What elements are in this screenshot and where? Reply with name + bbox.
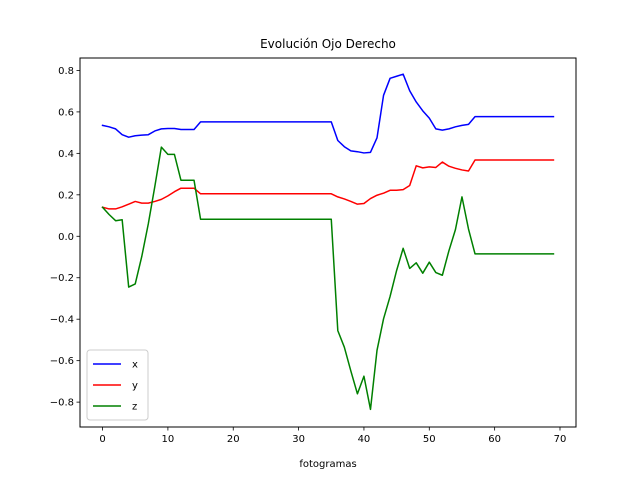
series-line-x [101, 73, 555, 154]
series-layer [101, 73, 555, 411]
x-tick-label: 30 [292, 434, 305, 445]
legend-label-x: x [132, 360, 138, 371]
y-tick-label: 0.0 [58, 232, 74, 243]
legend-label-y: y [132, 381, 138, 392]
y-tick-label: 0.8 [58, 66, 74, 77]
series-line-z [101, 146, 555, 411]
y-tick-label: 0.4 [58, 149, 74, 160]
y-tick-label: −0.2 [50, 273, 74, 284]
x-tick-label: 40 [358, 434, 371, 445]
chart-title: Evolución Ojo Derecho [260, 37, 396, 51]
x-tick-label: 60 [488, 434, 501, 445]
y-tick-label: 0.2 [58, 190, 74, 201]
legend: xyz [86, 349, 149, 421]
x-axis: 0 10 20 30 40 50 60 70 [99, 427, 566, 445]
x-axis-label: fotogramas [299, 459, 356, 470]
plot-frame [79, 57, 577, 428]
x-tick-label: 10 [162, 434, 175, 445]
legend-label-z: z [132, 402, 137, 413]
y-tick-label: −0.4 [50, 315, 74, 326]
x-tick-label: 70 [554, 434, 567, 445]
x-tick-label: 50 [423, 434, 436, 445]
y-tick-label: −0.6 [50, 356, 74, 367]
y-tick-label: 0.6 [58, 107, 74, 118]
y-axis: −0.8 −0.6 −0.4 −0.2 0.0 0.2 0.4 0.6 0.8 [50, 66, 80, 409]
x-tick-label: 20 [227, 434, 240, 445]
series-line-y [101, 159, 555, 210]
y-tick-label: −0.8 [50, 398, 74, 409]
x-tick-label: 0 [99, 434, 105, 445]
